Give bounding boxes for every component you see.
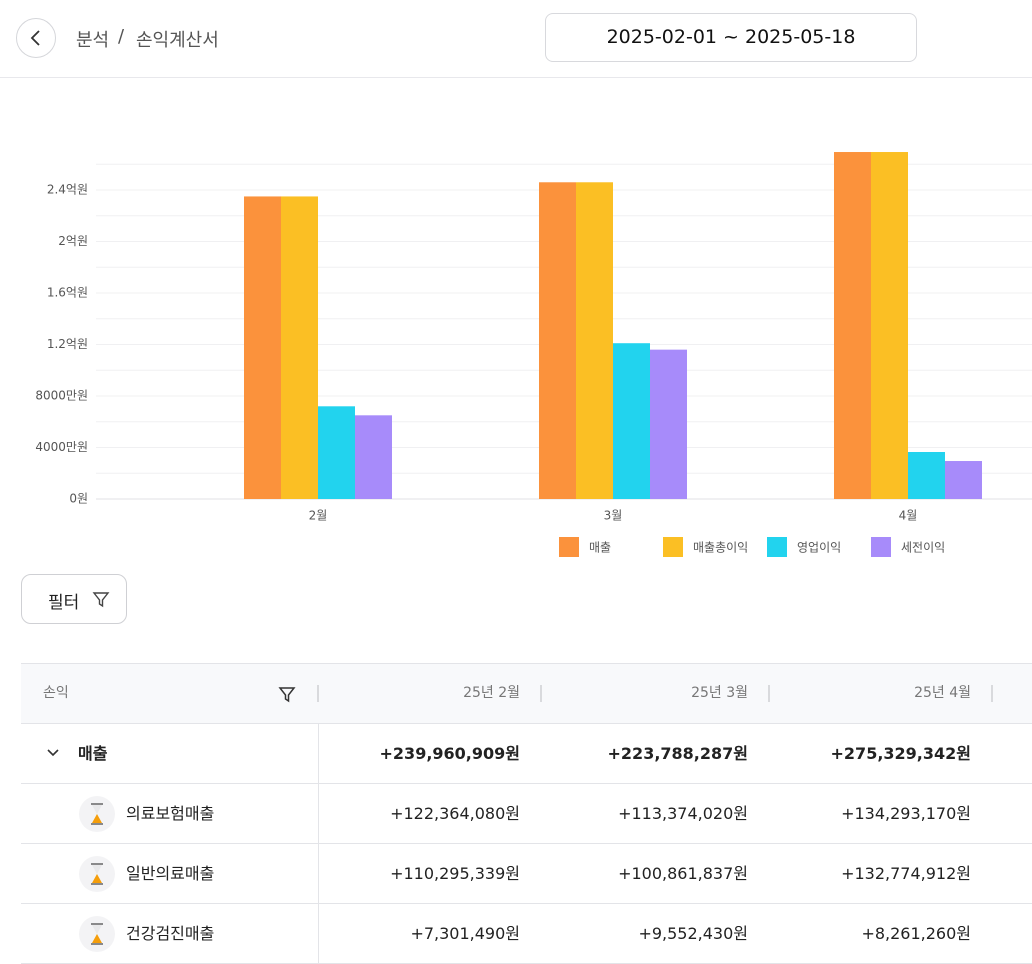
- column-header: 25년 2월: [463, 685, 520, 701]
- row-label: 매출: [78, 744, 108, 763]
- bar: [355, 415, 392, 499]
- x-tick-label: 4월: [899, 509, 918, 523]
- table-row: 건강검진매출 +7,301,490원 +9,552,430원 +8,261,260원: [21, 904, 1032, 964]
- y-tick-label: 0원: [69, 492, 88, 506]
- row-label: 일반의료매출: [126, 864, 215, 883]
- breadcrumb-separator: /: [118, 26, 125, 47]
- y-tick-label: 1.2억원: [47, 337, 88, 351]
- back-button[interactable]: [16, 18, 56, 58]
- cell-value: +100,861,837원: [618, 864, 748, 883]
- cell-value: +9,552,430원: [638, 924, 748, 943]
- bar: [945, 461, 982, 499]
- cell-divider: [318, 844, 319, 903]
- bar: [834, 152, 871, 500]
- legend-swatch: [871, 537, 891, 557]
- legend-label: 영업이익: [797, 541, 841, 555]
- cell-divider: [318, 904, 319, 963]
- filter-button[interactable]: 필터: [21, 574, 127, 624]
- x-tick-label: 3월: [604, 509, 623, 523]
- bar: [908, 452, 945, 499]
- bar: [244, 196, 281, 499]
- filter-icon: [278, 685, 296, 707]
- cell-value: +223,788,287원: [607, 744, 748, 763]
- breadcrumb[interactable]: 분석: [76, 30, 110, 51]
- filter-icon: [92, 592, 110, 608]
- y-tick-label: 1.6억원: [47, 286, 88, 300]
- bar: [539, 182, 576, 499]
- legend-label: 세전이익: [901, 541, 945, 555]
- x-tick-label: 2월: [309, 509, 328, 523]
- bar: [871, 152, 908, 500]
- y-tick-label: 2억원: [58, 234, 88, 248]
- legend-swatch: [559, 537, 579, 557]
- bar: [318, 406, 355, 499]
- row-icon: [79, 796, 115, 832]
- cell-value: +275,329,342원: [830, 744, 971, 763]
- top-bar: 분석 / 손익계산서 2025-02-01 ~ 2025-05-18: [0, 0, 1032, 78]
- cell-value: +134,293,170원: [841, 804, 971, 823]
- bar: [613, 343, 650, 499]
- column-divider: [540, 685, 542, 702]
- column-header: 25년 3월: [691, 685, 748, 701]
- bar: [576, 182, 613, 499]
- date-range[interactable]: 2025-02-01 ~ 2025-05-18: [545, 13, 917, 62]
- y-tick-label: 2.4억원: [47, 183, 88, 197]
- legend-label: 매출총이익: [693, 541, 748, 555]
- header-row: 손익 25년 2월 25년 3월 25년 4월: [21, 664, 1032, 724]
- row-icon: [79, 916, 115, 952]
- column-divider: [991, 685, 993, 702]
- column-divider: [768, 685, 770, 702]
- legend-swatch: [663, 537, 683, 557]
- breadcrumb: 손익계산서: [136, 30, 219, 51]
- cell-value: +132,774,912원: [841, 864, 971, 883]
- column-header: 25년 4월: [914, 685, 971, 701]
- cell-value: +113,374,020원: [618, 804, 748, 823]
- cell-divider: [318, 724, 319, 783]
- bar: [281, 196, 318, 499]
- row-label: 건강검진매출: [126, 924, 215, 943]
- chart: 0원 4000만원 8000만원 1.2억원 1.6억원 2억원 2.4억원 2월 3월 4월매출…: [35, 152, 1032, 557]
- group-row: 매출 +239,960,909원 +223,788,287원 +275,329,342…: [21, 724, 1032, 784]
- table-row: 의료보험매출 +122,364,080원 +113,374,020원 +134,293…: [21, 784, 1032, 844]
- cell-value: +7,301,490원: [410, 924, 520, 943]
- expand-icon[interactable]: [45, 745, 61, 765]
- y-tick-label: 4000만원: [35, 440, 88, 454]
- legend-label: 매출: [589, 541, 611, 555]
- row-label: 의료보험매출: [126, 804, 215, 823]
- cell-value: +8,261,260원: [861, 924, 971, 943]
- cell-divider: [318, 784, 319, 843]
- cell-value: +110,295,339원: [390, 864, 520, 883]
- cell-value: +122,364,080원: [390, 804, 520, 823]
- cell-value: +239,960,909원: [379, 744, 520, 763]
- filter-label: 필터: [48, 593, 80, 613]
- y-tick-label: 8000만원: [35, 389, 88, 403]
- column-header: 손익: [43, 685, 69, 701]
- bar: [650, 349, 687, 499]
- row-icon: [79, 856, 115, 892]
- column-divider: [317, 685, 319, 702]
- table-row: 일반의료매출 +110,295,339원 +100,861,837원 +132,774…: [21, 844, 1032, 904]
- back-icon: [30, 30, 40, 46]
- legend-swatch: [767, 537, 787, 557]
